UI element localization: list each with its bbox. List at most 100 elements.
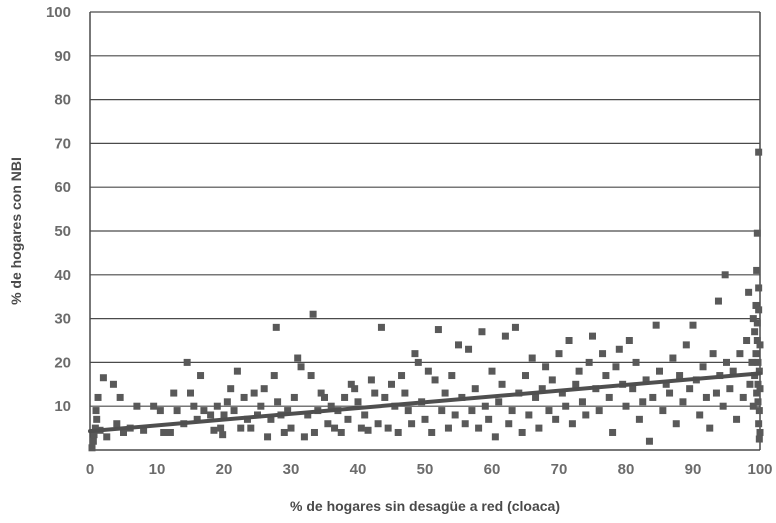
- data-point: [441, 389, 449, 397]
- data-point: [94, 393, 102, 401]
- data-point: [374, 420, 382, 428]
- data-point: [585, 358, 593, 366]
- data-point: [364, 426, 372, 434]
- data-point: [99, 374, 107, 382]
- data-point: [723, 358, 730, 366]
- data-point: [709, 350, 717, 358]
- data-point: [615, 345, 623, 353]
- x-tick-label: 90: [685, 461, 702, 478]
- data-point: [755, 367, 763, 375]
- data-point: [756, 385, 764, 393]
- data-point: [280, 428, 288, 436]
- data-point: [394, 428, 402, 436]
- data-point: [599, 350, 607, 358]
- data-point: [558, 389, 566, 397]
- data-point: [751, 328, 759, 336]
- data-point: [754, 358, 762, 366]
- data-point: [575, 367, 583, 375]
- data-point: [755, 284, 763, 292]
- data-point: [714, 297, 722, 305]
- y-tick-label: 70: [54, 135, 71, 152]
- data-point: [173, 407, 181, 415]
- data-point: [719, 402, 727, 410]
- data-point: [270, 372, 278, 380]
- data-point: [632, 358, 640, 366]
- data-point: [666, 389, 674, 397]
- data-point: [404, 407, 412, 415]
- data-point: [754, 380, 762, 388]
- data-point: [247, 424, 255, 432]
- data-point: [612, 363, 620, 371]
- data-point: [702, 393, 710, 401]
- y-tick-label: 30: [54, 311, 71, 328]
- trend-line: [88, 371, 762, 434]
- y-tick-label: 50: [54, 223, 71, 240]
- x-tick-label: 70: [551, 461, 568, 478]
- data-point: [488, 367, 496, 375]
- data-point: [109, 380, 117, 388]
- data-point: [679, 398, 687, 406]
- data-point: [92, 407, 100, 415]
- data-point: [485, 415, 493, 423]
- data-point: [260, 385, 268, 393]
- data-point: [438, 407, 446, 415]
- data-point: [377, 323, 385, 331]
- data-point: [491, 433, 499, 441]
- data-point: [297, 363, 305, 371]
- data-point: [672, 420, 680, 428]
- data-point: [669, 354, 677, 362]
- data-point: [156, 407, 164, 415]
- data-point: [548, 376, 556, 384]
- data-point: [337, 428, 345, 436]
- data-point: [321, 393, 328, 401]
- data-point: [217, 424, 225, 432]
- data-point: [327, 402, 335, 410]
- data-point: [589, 332, 596, 340]
- y-tick-labels: 10 20 30 40 50 60 70 80 90 100: [46, 4, 71, 415]
- data-point: [471, 385, 479, 393]
- data-point: [264, 433, 272, 441]
- data-point: [495, 398, 503, 406]
- x-tick-label: 50: [417, 461, 434, 478]
- data-point: [645, 437, 653, 445]
- data-point: [656, 367, 663, 375]
- data-point: [689, 321, 697, 329]
- data-point: [696, 411, 704, 419]
- data-point: [411, 350, 419, 358]
- data-point: [622, 402, 630, 410]
- data-point: [371, 389, 379, 397]
- data-point: [498, 380, 506, 388]
- data-point: [294, 354, 302, 362]
- data-point: [542, 363, 550, 371]
- data-point: [304, 411, 312, 419]
- data-point: [230, 407, 238, 415]
- data-point: [755, 420, 763, 428]
- data-point: [166, 428, 174, 436]
- data-point: [223, 398, 231, 406]
- data-point: [609, 428, 617, 436]
- data-point: [287, 424, 295, 432]
- data-point: [538, 385, 546, 393]
- data-point: [729, 367, 737, 375]
- data-point: [582, 411, 590, 419]
- y-tick-label: 20: [54, 354, 71, 371]
- data-point: [535, 424, 543, 432]
- data-point: [170, 389, 178, 397]
- data-point: [309, 310, 317, 318]
- data-point: [408, 420, 416, 428]
- data-point: [739, 393, 747, 401]
- data-point: [726, 385, 734, 393]
- data-point: [207, 411, 215, 419]
- x-tick-label: 10: [149, 461, 166, 478]
- data-point: [381, 393, 389, 401]
- data-point: [367, 376, 375, 384]
- x-tick-label: 0: [86, 461, 94, 478]
- y-axis-title: % de hogares con NBI: [8, 157, 24, 305]
- data-point: [682, 341, 690, 349]
- data-point: [434, 326, 442, 334]
- data-point: [753, 266, 761, 274]
- data-point: [133, 402, 141, 410]
- data-point: [250, 389, 258, 397]
- data-point: [424, 367, 432, 375]
- data-point: [431, 376, 439, 384]
